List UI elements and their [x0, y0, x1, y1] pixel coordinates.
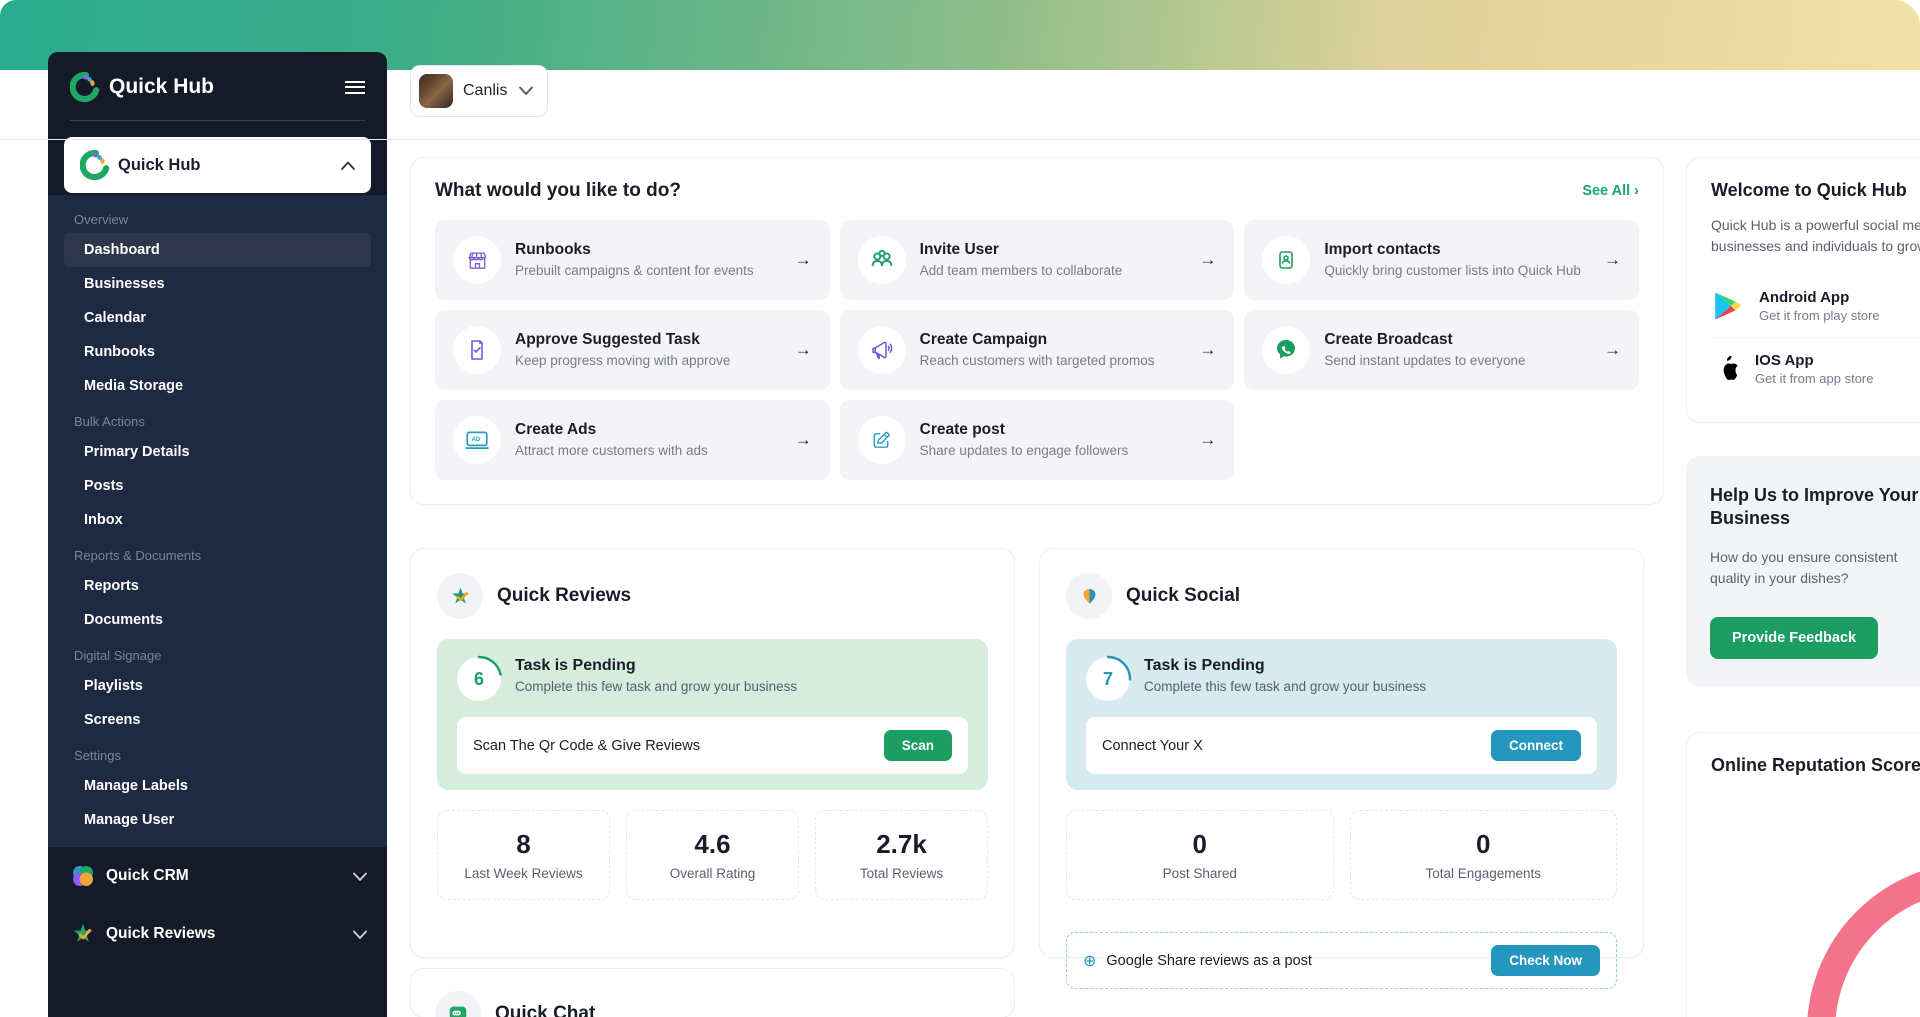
svg-text:AD: AD — [472, 437, 481, 443]
